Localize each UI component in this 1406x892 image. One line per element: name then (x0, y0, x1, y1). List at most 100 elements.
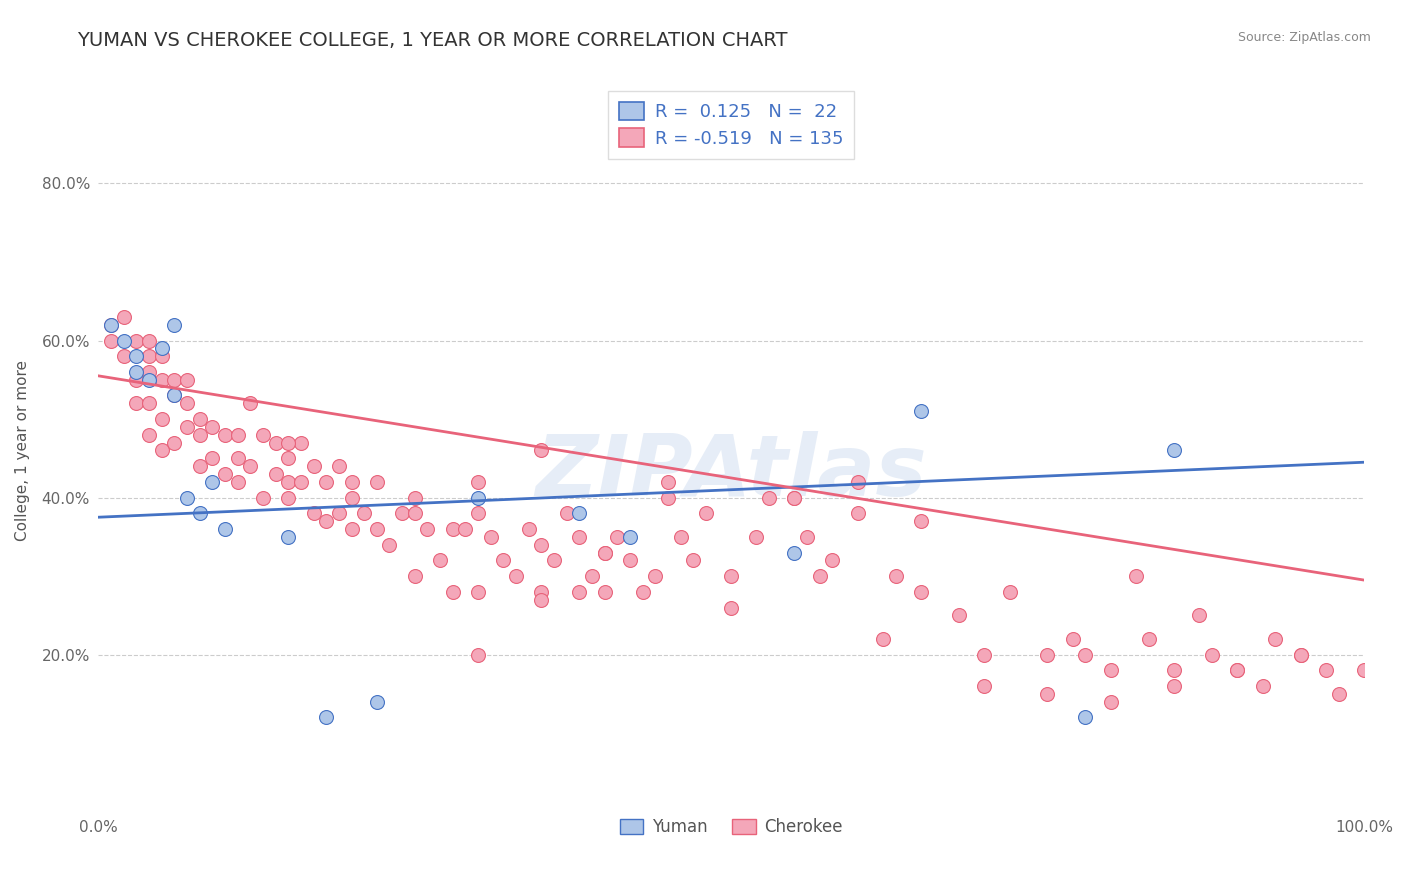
Point (264, 435, 287, 450)
Text: YUMAN VS CHEROKEE COLLEGE, 1 YEAR OR MORE CORRELATION CHART: YUMAN VS CHEROKEE COLLEGE, 1 YEAR OR MOR… (77, 31, 787, 50)
Point (441, 522, 464, 536)
Point (328, 506, 350, 520)
Point (366, 522, 388, 536)
Point (125, 365, 148, 379)
Point (1289, 648, 1312, 662)
Point (188, 506, 211, 520)
Point (479, 530, 502, 544)
Point (619, 553, 641, 567)
Point (555, 506, 578, 520)
Point (138, 373, 160, 387)
Point (1353, 664, 1375, 678)
Point (657, 491, 679, 505)
Point (948, 608, 970, 623)
Point (188, 427, 211, 442)
Point (644, 569, 666, 583)
Point (252, 427, 274, 442)
Point (1327, 687, 1350, 701)
Point (454, 522, 477, 536)
Point (112, 310, 135, 324)
Point (568, 506, 591, 520)
Point (150, 373, 173, 387)
Point (277, 475, 299, 489)
Point (1163, 664, 1185, 678)
Point (150, 443, 173, 458)
Point (619, 530, 641, 544)
Point (277, 491, 299, 505)
Point (846, 475, 869, 489)
Point (100, 334, 122, 348)
Point (973, 648, 995, 662)
Point (125, 396, 148, 410)
Point (315, 514, 337, 528)
Point (264, 467, 287, 481)
Point (467, 491, 489, 505)
Point (657, 475, 679, 489)
Point (328, 459, 350, 474)
Point (467, 506, 489, 520)
Point (1251, 679, 1274, 693)
Point (226, 475, 249, 489)
Point (1125, 569, 1147, 583)
Point (517, 522, 540, 536)
Point (340, 491, 363, 505)
Point (163, 388, 186, 402)
Point (783, 491, 806, 505)
Point (404, 506, 426, 520)
Point (1036, 687, 1059, 701)
Point (884, 569, 907, 583)
Point (441, 584, 464, 599)
Point (1062, 632, 1084, 646)
Point (682, 553, 704, 567)
Point (631, 584, 654, 599)
Point (758, 491, 780, 505)
Point (581, 569, 603, 583)
Point (201, 475, 224, 489)
Point (783, 545, 806, 559)
Point (467, 648, 489, 662)
Point (530, 584, 553, 599)
Point (176, 396, 198, 410)
Point (353, 506, 375, 520)
Point (669, 530, 692, 544)
Point (910, 584, 932, 599)
Point (226, 427, 249, 442)
Point (1036, 648, 1059, 662)
Point (821, 553, 844, 567)
Point (530, 592, 553, 607)
Y-axis label: College, 1 year or more: College, 1 year or more (15, 360, 31, 541)
Point (467, 475, 489, 489)
Point (1099, 664, 1122, 678)
Point (530, 538, 553, 552)
Point (163, 373, 186, 387)
Point (796, 530, 818, 544)
Point (593, 545, 616, 559)
Point (163, 388, 186, 402)
Point (112, 334, 135, 348)
Point (277, 435, 299, 450)
Point (366, 475, 388, 489)
Point (910, 514, 932, 528)
Point (112, 349, 135, 363)
Point (695, 506, 717, 520)
Point (138, 349, 160, 363)
Point (188, 412, 211, 426)
Point (1137, 632, 1160, 646)
Point (568, 530, 591, 544)
Point (201, 451, 224, 466)
Point (150, 349, 173, 363)
Point (214, 522, 236, 536)
Point (783, 491, 806, 505)
Point (100, 318, 122, 332)
Point (100, 318, 122, 332)
Point (872, 632, 894, 646)
Point (1188, 608, 1211, 623)
Point (125, 334, 148, 348)
Text: Source: ZipAtlas.com: Source: ZipAtlas.com (1237, 31, 1371, 45)
Point (214, 467, 236, 481)
Point (239, 396, 262, 410)
Point (150, 342, 173, 356)
Point (340, 522, 363, 536)
Point (188, 459, 211, 474)
Point (176, 491, 198, 505)
